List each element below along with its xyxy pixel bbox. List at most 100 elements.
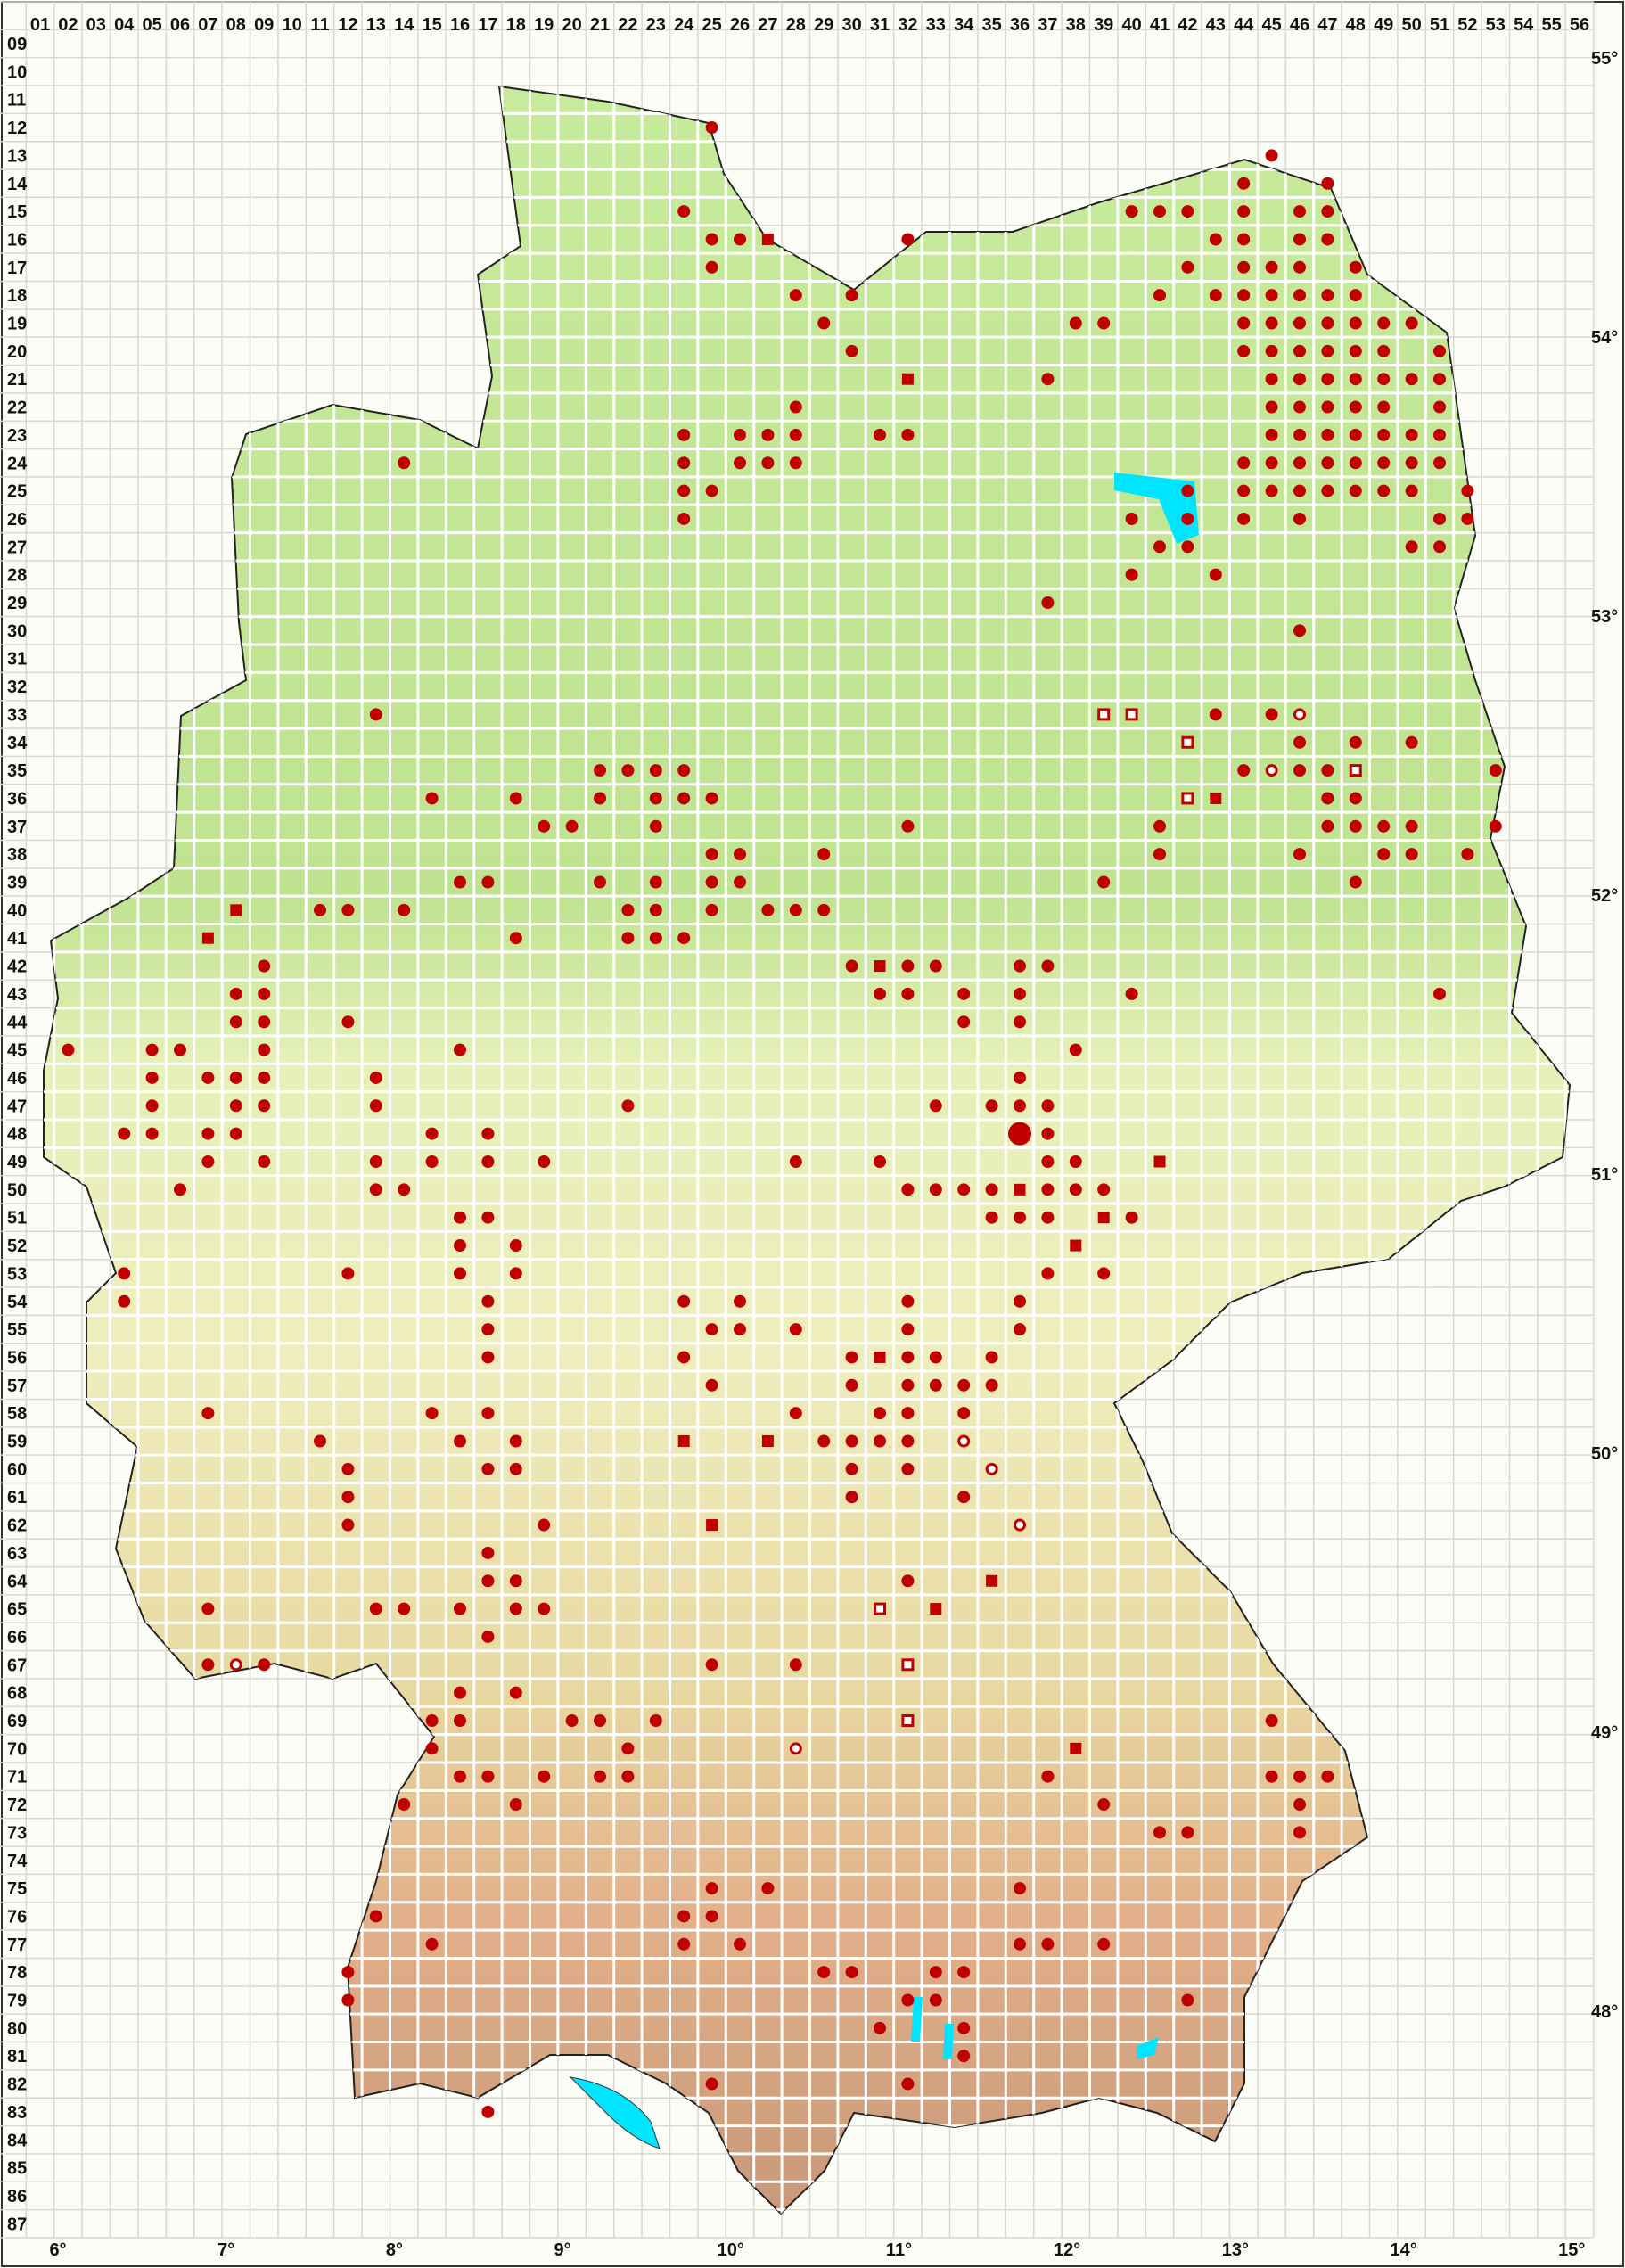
column-label: 12 xyxy=(338,15,357,35)
record-dot xyxy=(1097,1937,1111,1951)
record-dot xyxy=(1293,848,1306,861)
record-dot xyxy=(1069,1043,1082,1056)
record-dot xyxy=(1321,819,1334,833)
row-label: 41 xyxy=(7,929,27,949)
row-label: 18 xyxy=(7,286,27,306)
record-dot xyxy=(957,1015,971,1029)
record-dot xyxy=(1293,512,1306,525)
record-dot xyxy=(705,848,718,861)
record-dot xyxy=(677,1351,691,1364)
record-dot xyxy=(1293,735,1306,749)
record-dot xyxy=(258,1071,271,1084)
column-label: 43 xyxy=(1206,15,1226,35)
record-dot xyxy=(621,932,635,945)
record-dot xyxy=(481,2105,495,2118)
record-dot xyxy=(929,1378,942,1392)
record-dot xyxy=(901,1407,915,1420)
record-dot xyxy=(1377,456,1391,470)
record-dot xyxy=(1125,568,1138,581)
row-label: 62 xyxy=(7,1516,27,1536)
record-dot xyxy=(369,1602,382,1615)
record-dot xyxy=(594,1714,606,1727)
record-dot xyxy=(1293,233,1306,246)
latitude-labels: 55° 54° 53° 52° 51° 50° 49° 48° xyxy=(1591,49,1618,2022)
record-dot xyxy=(1293,1798,1306,1812)
row-label: 45 xyxy=(7,1041,27,1061)
record-square xyxy=(677,1435,690,1447)
record-dot xyxy=(341,1491,355,1504)
record-dot xyxy=(369,1183,382,1196)
record-dot xyxy=(1041,1127,1055,1140)
record-square xyxy=(1210,792,1222,804)
longitude-label: 6° xyxy=(49,2240,66,2260)
record-dot xyxy=(677,484,691,497)
row-label: 49 xyxy=(7,1153,27,1172)
record-dot xyxy=(1209,233,1222,246)
record-dot xyxy=(929,1183,942,1196)
row-label: 27 xyxy=(7,538,27,557)
record-dot xyxy=(538,1602,551,1615)
record-open-square xyxy=(1125,708,1138,721)
record-dot xyxy=(258,1155,271,1168)
record-dot xyxy=(817,848,831,861)
record-dot xyxy=(481,1546,495,1559)
record-dot xyxy=(621,1099,635,1113)
record-dot xyxy=(538,819,551,833)
record-dot xyxy=(705,875,718,889)
record-dot xyxy=(1321,373,1334,386)
row-label: 39 xyxy=(7,874,27,893)
record-dot xyxy=(1237,512,1251,525)
row-label: 34 xyxy=(7,734,28,753)
record-dot xyxy=(454,875,466,889)
row-label: 60 xyxy=(7,1460,27,1480)
record-dot xyxy=(705,121,718,135)
record-open-circle xyxy=(1265,764,1278,777)
record-dot xyxy=(677,456,691,470)
record-dot xyxy=(1265,260,1278,274)
record-dot xyxy=(1293,1770,1306,1783)
record-dot xyxy=(1265,484,1278,497)
record-dot xyxy=(677,1910,691,1923)
row-label: 17 xyxy=(7,259,27,278)
record-dot xyxy=(1461,848,1474,861)
longitude-label: 13° xyxy=(1222,2240,1249,2260)
record-dot xyxy=(1041,1937,1055,1951)
row-label: 66 xyxy=(7,1628,27,1648)
row-label: 10 xyxy=(7,62,27,82)
record-square xyxy=(230,904,242,916)
record-square xyxy=(1097,1212,1110,1224)
record-dot xyxy=(1321,792,1334,805)
row-label: 87 xyxy=(7,2215,27,2234)
row-label: 51 xyxy=(7,1209,27,1228)
column-label: 55 xyxy=(1541,15,1561,35)
row-label: 57 xyxy=(7,1376,27,1396)
row-label: 82 xyxy=(7,2075,27,2095)
record-dot xyxy=(1265,708,1278,721)
column-label: 09 xyxy=(254,15,274,35)
record-dot xyxy=(705,792,718,805)
record-dot xyxy=(454,1686,466,1699)
record-dot xyxy=(229,1099,242,1113)
record-dot xyxy=(398,1183,411,1196)
record-dot xyxy=(1349,875,1362,889)
record-dot xyxy=(229,987,242,1000)
record-dot xyxy=(594,764,606,777)
column-label: 20 xyxy=(562,15,581,35)
longitude-labels: 6° 7° 8° 9° 10° 11° 12° 13° 14° 15° xyxy=(49,2240,1585,2260)
record-dot xyxy=(1041,1267,1055,1280)
row-labels: 09 10 11 12 13 14 15 16 17 18 19 20 21 22 23 24 25 26 27 28… xyxy=(7,35,28,2234)
record-dot xyxy=(398,456,411,470)
record-dot xyxy=(1097,875,1111,889)
record-dot xyxy=(594,875,606,889)
record-dot xyxy=(1293,456,1306,470)
record-dot xyxy=(817,1434,831,1448)
row-label: 65 xyxy=(7,1600,27,1620)
longitude-label: 8° xyxy=(386,2240,403,2260)
row-label: 15 xyxy=(7,202,27,222)
record-dot xyxy=(649,819,662,833)
row-label: 56 xyxy=(7,1348,27,1368)
record-dot xyxy=(1489,819,1502,833)
record-dot xyxy=(1153,819,1166,833)
row-label: 12 xyxy=(7,119,27,138)
latitude-label: 48° xyxy=(1591,2002,1618,2022)
